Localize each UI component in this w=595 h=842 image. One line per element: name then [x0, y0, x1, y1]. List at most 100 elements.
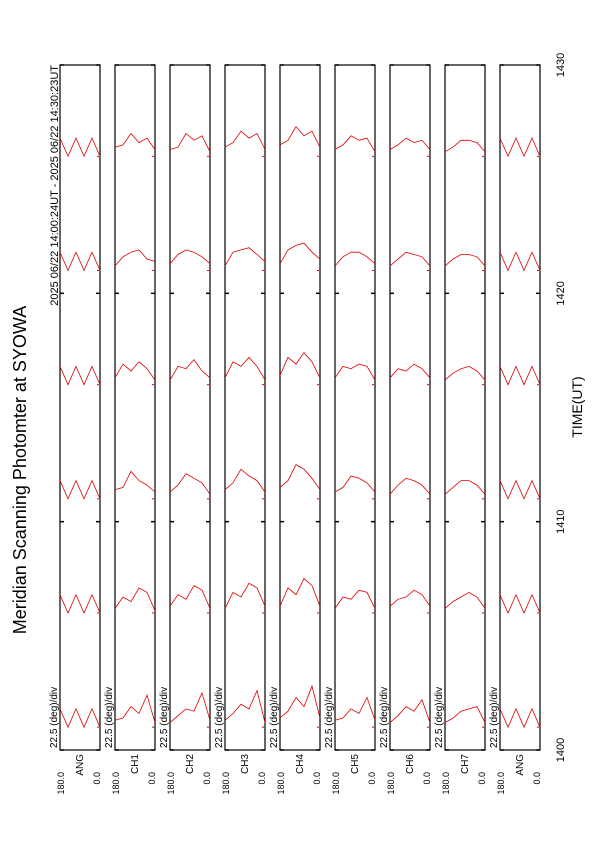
scan-trace: [389, 251, 431, 267]
y-tick-label: 180.0: [221, 772, 231, 795]
plot-area: Meridian Scanning Photomter at SYOWA 202…: [10, 53, 585, 795]
chart-title: Meridian Scanning Photomter at SYOWA: [10, 306, 30, 634]
y-tick-label: 180.0: [331, 772, 341, 795]
panel-frame: [59, 64, 101, 751]
panel-name: ANG: [515, 754, 526, 776]
scan-trace: [114, 587, 156, 611]
y-tick-label: 0.0: [147, 772, 157, 785]
scale-label: 22.5 (deg)/div: [104, 687, 115, 748]
y-tick-label: 0.0: [92, 772, 102, 785]
scan-trace: [224, 582, 266, 609]
scan-trace: [444, 365, 486, 381]
scan-trace: [169, 585, 211, 609]
scale-label: 22.5 (deg)/div: [379, 687, 390, 748]
scan-trace: [169, 358, 211, 381]
scan-trace: [169, 691, 211, 723]
scale-label: 22.5 (deg)/div: [489, 687, 500, 748]
scan-trace: [334, 251, 376, 267]
x-tick-label: 1420: [555, 281, 567, 305]
scan-trace: [444, 480, 486, 495]
panel-name: CH7: [460, 754, 471, 774]
panel-name: ANG: [75, 754, 86, 776]
scan-trace: [334, 589, 376, 609]
scan-trace: [114, 470, 156, 493]
panel-frame: [334, 64, 376, 751]
y-tick-label: 0.0: [422, 772, 432, 785]
panel-name: CH5: [350, 754, 361, 774]
scan-trace: [114, 694, 156, 723]
scan-trace: [499, 593, 541, 614]
panel-name: CH1: [130, 754, 141, 774]
scale-label: 22.5 (deg)/div: [159, 687, 170, 748]
scan-trace: [224, 356, 266, 381]
y-tick-label: 0.0: [257, 772, 267, 785]
scan-trace: [499, 365, 541, 386]
panel-name: CH4: [295, 754, 306, 774]
scan-trace: [499, 251, 541, 272]
scan-trace: [279, 684, 321, 719]
y-tick-label: 180.0: [441, 772, 451, 795]
scan-trace: [334, 475, 376, 493]
scan-trace: [279, 242, 321, 264]
y-tick-label: 0.0: [202, 772, 212, 785]
scale-label: 22.5 (deg)/div: [324, 687, 335, 748]
scan-trace: [224, 468, 266, 493]
scan-trace: [224, 130, 266, 150]
panel-frame: [499, 64, 541, 751]
scan-trace: [389, 589, 431, 607]
y-tick-label: 0.0: [477, 772, 487, 785]
y-tick-label: 180.0: [56, 772, 66, 795]
scan-trace: [224, 247, 266, 267]
scan-trace: [224, 689, 266, 723]
x-axis-label: TIME(UT): [569, 376, 585, 437]
panel-name: CH3: [240, 754, 251, 774]
panel-frame: [389, 64, 431, 751]
panel-frame: [279, 64, 321, 751]
scale-label: 22.5 (deg)/div: [434, 687, 445, 748]
scan-trace: [389, 363, 431, 379]
scan-trace: [59, 479, 101, 500]
scan-trace: [334, 135, 376, 153]
y-tick-label: 180.0: [166, 772, 176, 795]
x-tick-label: 1410: [555, 509, 567, 533]
scan-trace: [279, 578, 321, 607]
scan-trace: [389, 137, 431, 150]
y-tick-label: 0.0: [367, 772, 377, 785]
scan-trace: [169, 249, 211, 265]
x-tick-label: 1430: [555, 53, 567, 77]
y-tick-label: 0.0: [532, 772, 542, 785]
scan-trace: [114, 132, 156, 150]
scan-trace: [279, 126, 321, 148]
y-tick-label: 180.0: [111, 772, 121, 795]
scan-trace: [444, 254, 486, 267]
scan-trace: [114, 249, 156, 267]
scan-trace: [389, 477, 431, 495]
scan-trace: [59, 707, 101, 729]
panel-frame: [444, 64, 486, 751]
scan-trace: [334, 363, 376, 381]
scan-trace: [169, 473, 211, 495]
scan-trace: [444, 706, 486, 723]
chart-subtitle: 2025 06/22 14:00:24UT - 2025 06/22 14:30…: [49, 65, 61, 306]
scan-trace: [114, 361, 156, 381]
scan-trace: [59, 593, 101, 614]
panel-frame: [169, 64, 211, 751]
scan-trace: [499, 137, 541, 158]
scan-trace: [59, 137, 101, 158]
scan-trace: [169, 132, 211, 152]
panel-name: CH2: [185, 754, 196, 774]
panel-name: CH6: [405, 754, 416, 774]
scan-trace: [499, 707, 541, 729]
scan-trace: [59, 365, 101, 386]
x-tick-label: 1400: [555, 738, 567, 762]
scan-trace: [389, 698, 431, 723]
scale-label: 22.5 (deg)/div: [49, 687, 60, 748]
scan-trace: [444, 139, 486, 153]
scan-trace: [499, 479, 541, 500]
scan-trace: [279, 352, 321, 378]
scan-trace: [59, 251, 101, 272]
y-tick-label: 180.0: [496, 772, 506, 795]
panel-frame: [224, 64, 266, 751]
panel-frame: [114, 64, 156, 751]
